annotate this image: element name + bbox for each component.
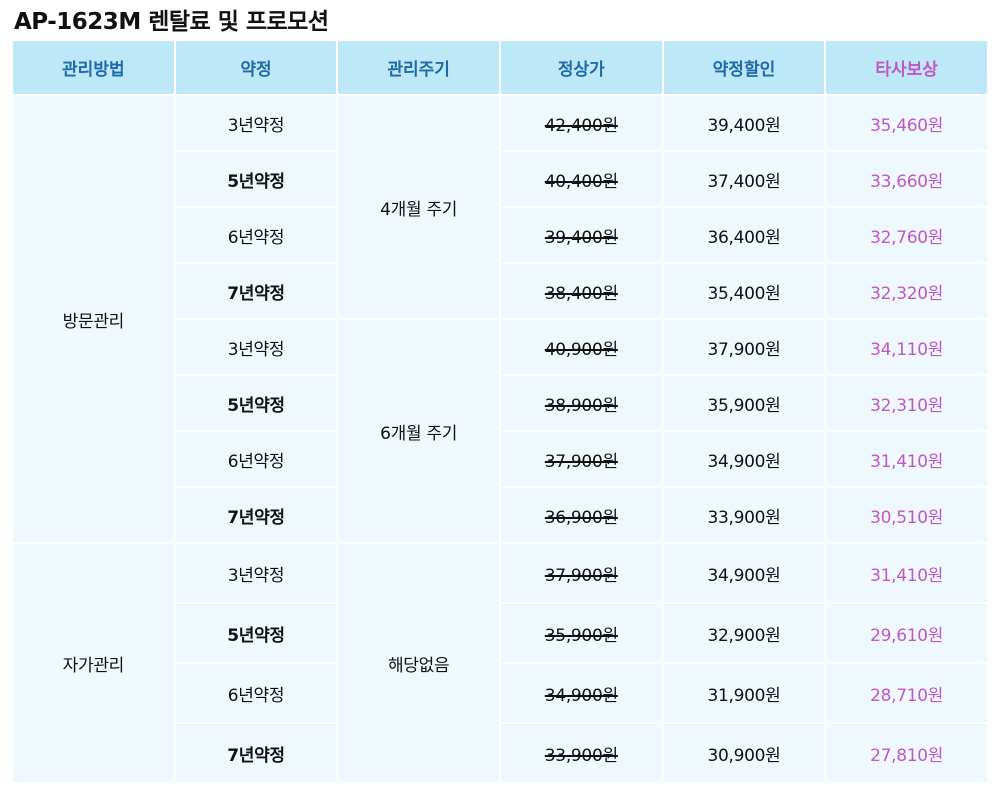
cycle-cell-none: 해당없음 [338,544,499,782]
discount-price-cell: 36,400원 [663,208,825,262]
discount-price-cell: 37,900원 [663,320,825,374]
table-row: 7년약정 33,900원 30,900원 27,810원 [13,724,987,782]
competitor-price-cell: 33,660원 [826,152,987,206]
cycle-cell-4month: 4개월 주기 [338,96,499,318]
list-price-cell: 40,400원 [500,152,662,206]
term-cell: 7년약정 [175,264,337,318]
header-method: 관리방법 [13,41,174,94]
list-price-cell: 33,900원 [500,724,662,782]
discount-price-cell: 30,900원 [663,724,825,782]
list-price-cell: 34,900원 [500,664,662,722]
table-row: 5년약정 40,400원 37,400원 33,660원 [13,152,987,206]
term-cell: 5년약정 [175,376,337,430]
term-cell: 6년약정 [175,432,337,486]
table-row: 5년약정 35,900원 32,900원 29,610원 [13,604,987,662]
competitor-price-cell: 34,110원 [826,320,987,374]
term-cell: 5년약정 [175,152,337,206]
competitor-price-cell: 27,810원 [826,724,987,782]
list-price-cell: 42,400원 [500,96,662,150]
list-price-cell: 40,900원 [500,320,662,374]
discount-price-cell: 33,900원 [663,488,825,542]
table-row: 3년약정 6개월 주기 40,900원 37,900원 34,110원 [13,320,987,542]
competitor-price-cell: 29,610원 [826,604,987,662]
header-list-price: 정상가 [500,41,662,94]
term-cell: 3년약정 [175,544,337,602]
table-header-row: 관리방법 약정 관리주기 정상가 약정할인 타사보상 [13,41,987,94]
discount-price-cell: 35,400원 [663,264,825,318]
list-price-cell: 35,900원 [500,604,662,662]
discount-price-cell: 35,900원 [663,376,825,430]
table-row: 6년약정 39,400원 36,400원 32,760원 [13,208,987,262]
list-price-cell: 36,900원 [500,488,662,542]
term-cell: 5년약정 [175,604,337,662]
cycle-cell-6month: 6개월 주기 [338,320,499,542]
competitor-price-cell: 32,310원 [826,376,987,430]
term-cell: 3년약정 [175,96,337,150]
list-price-cell: 39,400원 [500,208,662,262]
table-row: 6년약정 34,900원 31,900원 28,710원 [13,664,987,722]
method-cell-visit: 방문관리 [13,96,174,542]
competitor-price-cell: 31,410원 [826,432,987,486]
discount-price-cell: 34,900원 [663,544,825,602]
competitor-price-cell: 31,410원 [826,544,987,602]
discount-price-cell: 39,400원 [663,96,825,150]
table-row: 방문관리 3년약정 4개월 주기 42,400원 39,400원 35,460원 [13,96,987,542]
competitor-price-cell: 30,510원 [826,488,987,542]
list-price-cell: 38,900원 [500,376,662,430]
term-cell: 7년약정 [175,488,337,542]
header-competitor-comp: 타사보상 [826,41,987,94]
list-price-cell: 38,400원 [500,264,662,318]
table-row: 7년약정 36,900원 33,900원 30,510원 [13,488,987,542]
discount-price-cell: 32,900원 [663,604,825,662]
method-cell-self: 자가관리 [13,544,174,782]
header-contract-discount: 약정할인 [663,41,825,94]
header-term: 약정 [175,41,337,94]
table-row: 5년약정 38,900원 35,900원 32,310원 [13,376,987,430]
rental-price-table: 관리방법 약정 관리주기 정상가 약정할인 타사보상 방문관리 3년약정 4개월… [11,39,989,784]
term-cell: 7년약정 [175,724,337,782]
page-title: AP-1623M 렌탈료 및 프로모션 [14,9,329,35]
discount-price-cell: 37,400원 [663,152,825,206]
term-cell: 6년약정 [175,208,337,262]
competitor-price-cell: 32,320원 [826,264,987,318]
competitor-price-cell: 35,460원 [826,96,987,150]
term-cell: 6년약정 [175,664,337,722]
list-price-cell: 37,900원 [500,432,662,486]
table-row: 자가관리 3년약정 해당없음 37,900원 34,900원 31,410원 [13,544,987,782]
table-row: 6년약정 37,900원 34,900원 31,410원 [13,432,987,486]
discount-price-cell: 31,900원 [663,664,825,722]
list-price-cell: 37,900원 [500,544,662,602]
table-row: 7년약정 38,400원 35,400원 32,320원 [13,264,987,318]
term-cell: 3년약정 [175,320,337,374]
header-cycle: 관리주기 [338,41,499,94]
competitor-price-cell: 28,710원 [826,664,987,722]
competitor-price-cell: 32,760원 [826,208,987,262]
discount-price-cell: 34,900원 [663,432,825,486]
